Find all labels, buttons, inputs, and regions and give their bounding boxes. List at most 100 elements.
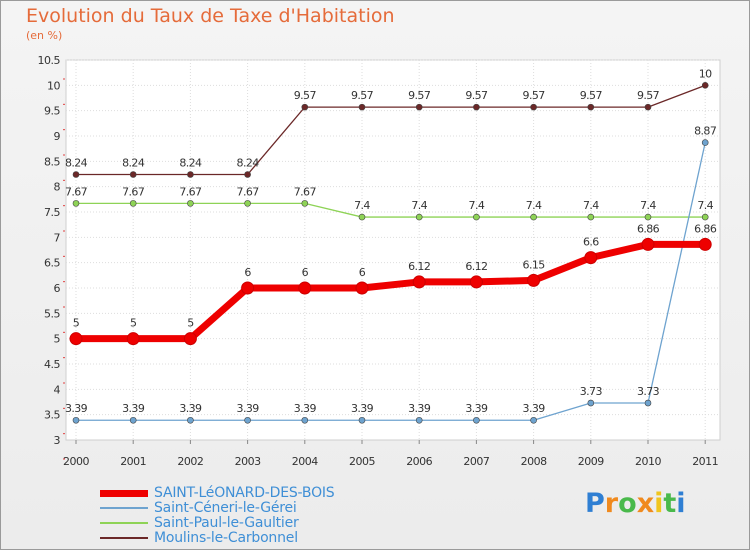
data-label: 7.67: [179, 185, 202, 198]
y-tick-label: 9: [54, 130, 61, 143]
legend-swatch: [100, 537, 148, 539]
data-point: [587, 103, 595, 111]
data-point: [358, 213, 366, 221]
chart-subtitle: (en %): [26, 29, 63, 42]
data-label: 6: [244, 266, 251, 279]
data-point: [530, 103, 537, 111]
data-label: 3.39: [465, 402, 488, 415]
data-label: 9.57: [294, 89, 317, 102]
data-point: [244, 416, 251, 424]
data-point: [412, 275, 426, 289]
data-point: [415, 103, 423, 111]
data-point: [358, 103, 366, 111]
data-point: [129, 171, 137, 178]
chart-title: Evolution du Taux de Taxe d'Habitation: [26, 5, 395, 27]
data-label: 7.67: [65, 185, 88, 198]
logo-letter: o: [618, 488, 637, 519]
legend-swatch: [100, 522, 148, 524]
y-tick-label: 6.5: [44, 257, 60, 270]
legend-label: Saint-Céneri-le-Gérei: [154, 500, 297, 516]
data-label: 7.4: [411, 199, 427, 212]
data-point: [701, 82, 709, 89]
legend-item: Saint-Paul-le-Gaultier: [100, 515, 299, 531]
x-tick-label: 2003: [235, 455, 261, 468]
data-point: [187, 200, 194, 207]
legend-item: Moulins-le-Carbonnel: [100, 530, 298, 546]
data-label: 9.57: [523, 89, 546, 102]
data-label: 5: [187, 317, 194, 330]
data-point: [69, 332, 83, 346]
y-tick-label: 3.5: [44, 409, 60, 422]
data-point: [355, 281, 369, 295]
data-label: 7.4: [526, 199, 542, 212]
data-point: [183, 332, 197, 346]
legend-item: Saint-Céneri-le-Gérei: [100, 500, 297, 516]
data-point: [358, 416, 366, 424]
data-label: 5: [73, 317, 80, 330]
data-point: [72, 171, 80, 178]
data-point: [241, 281, 255, 295]
data-label: 3.73: [580, 385, 603, 398]
data-label: 3.39: [65, 402, 88, 415]
data-label: 9.57: [351, 89, 374, 102]
data-label: 6.12: [465, 260, 487, 273]
data-label: 6: [359, 266, 366, 279]
data-point: [244, 200, 251, 207]
data-point: [301, 103, 309, 111]
data-point: [72, 416, 80, 424]
data-label: 7.4: [583, 199, 599, 212]
data-label: 9.57: [580, 89, 603, 102]
x-tick-label: 2009: [578, 455, 604, 468]
data-point: [187, 171, 194, 178]
x-tick-label: 2008: [521, 455, 547, 468]
data-label: 9.57: [408, 89, 431, 102]
data-label: 8.24: [122, 157, 145, 170]
data-point: [530, 213, 537, 221]
legend-swatch: [100, 489, 148, 497]
y-tick-label: 10.5: [38, 54, 61, 67]
data-point: [72, 200, 80, 207]
y-tick-label: 10: [47, 79, 60, 92]
data-label: 3.39: [523, 402, 546, 415]
data-point: [584, 251, 598, 265]
y-tick-label: 8.5: [44, 155, 60, 168]
legend-label: Saint-Paul-le-Gaultier: [154, 515, 299, 531]
data-label: 3.39: [179, 402, 202, 415]
y-tick-label: 5: [54, 333, 61, 346]
logo-letter: x: [636, 488, 655, 519]
data-point: [301, 416, 309, 424]
x-tick-label: 2000: [63, 455, 89, 468]
data-label: 8.24: [179, 157, 202, 170]
data-label: 6.15: [523, 258, 546, 271]
data-label: 7.67: [237, 185, 260, 198]
data-label: 6: [302, 266, 309, 279]
data-point: [527, 273, 541, 287]
y-tick-label: 4.5: [44, 358, 60, 371]
x-tick-label: 2001: [120, 455, 146, 468]
legend-item: SAINT-LéONARD-DES-BOIS: [100, 485, 335, 501]
data-label: 3.39: [351, 402, 374, 415]
data-label: 5: [130, 317, 137, 330]
data-point: [701, 213, 709, 221]
x-tick-label: 2011: [692, 455, 718, 468]
data-label: 6.86: [637, 222, 660, 235]
y-tick-label: 7.5: [44, 206, 60, 219]
logo-letter: P: [585, 488, 605, 519]
data-point: [473, 213, 480, 221]
y-tick-label: 4: [54, 383, 61, 396]
x-tick-label: 2002: [177, 455, 203, 468]
data-point: [701, 139, 709, 146]
data-label: 7.4: [640, 199, 656, 212]
data-point: [473, 416, 480, 424]
data-point: [129, 200, 137, 207]
legend-swatch: [100, 507, 148, 509]
data-point: [301, 200, 309, 207]
series-line: [75, 84, 706, 176]
data-label: 3.39: [237, 402, 260, 415]
data-label: 7.4: [354, 199, 370, 212]
data-point: [641, 237, 655, 251]
logo-letter: r: [604, 488, 619, 519]
y-tick-label: 9.5: [44, 105, 60, 118]
data-label: 8.87: [694, 125, 717, 138]
